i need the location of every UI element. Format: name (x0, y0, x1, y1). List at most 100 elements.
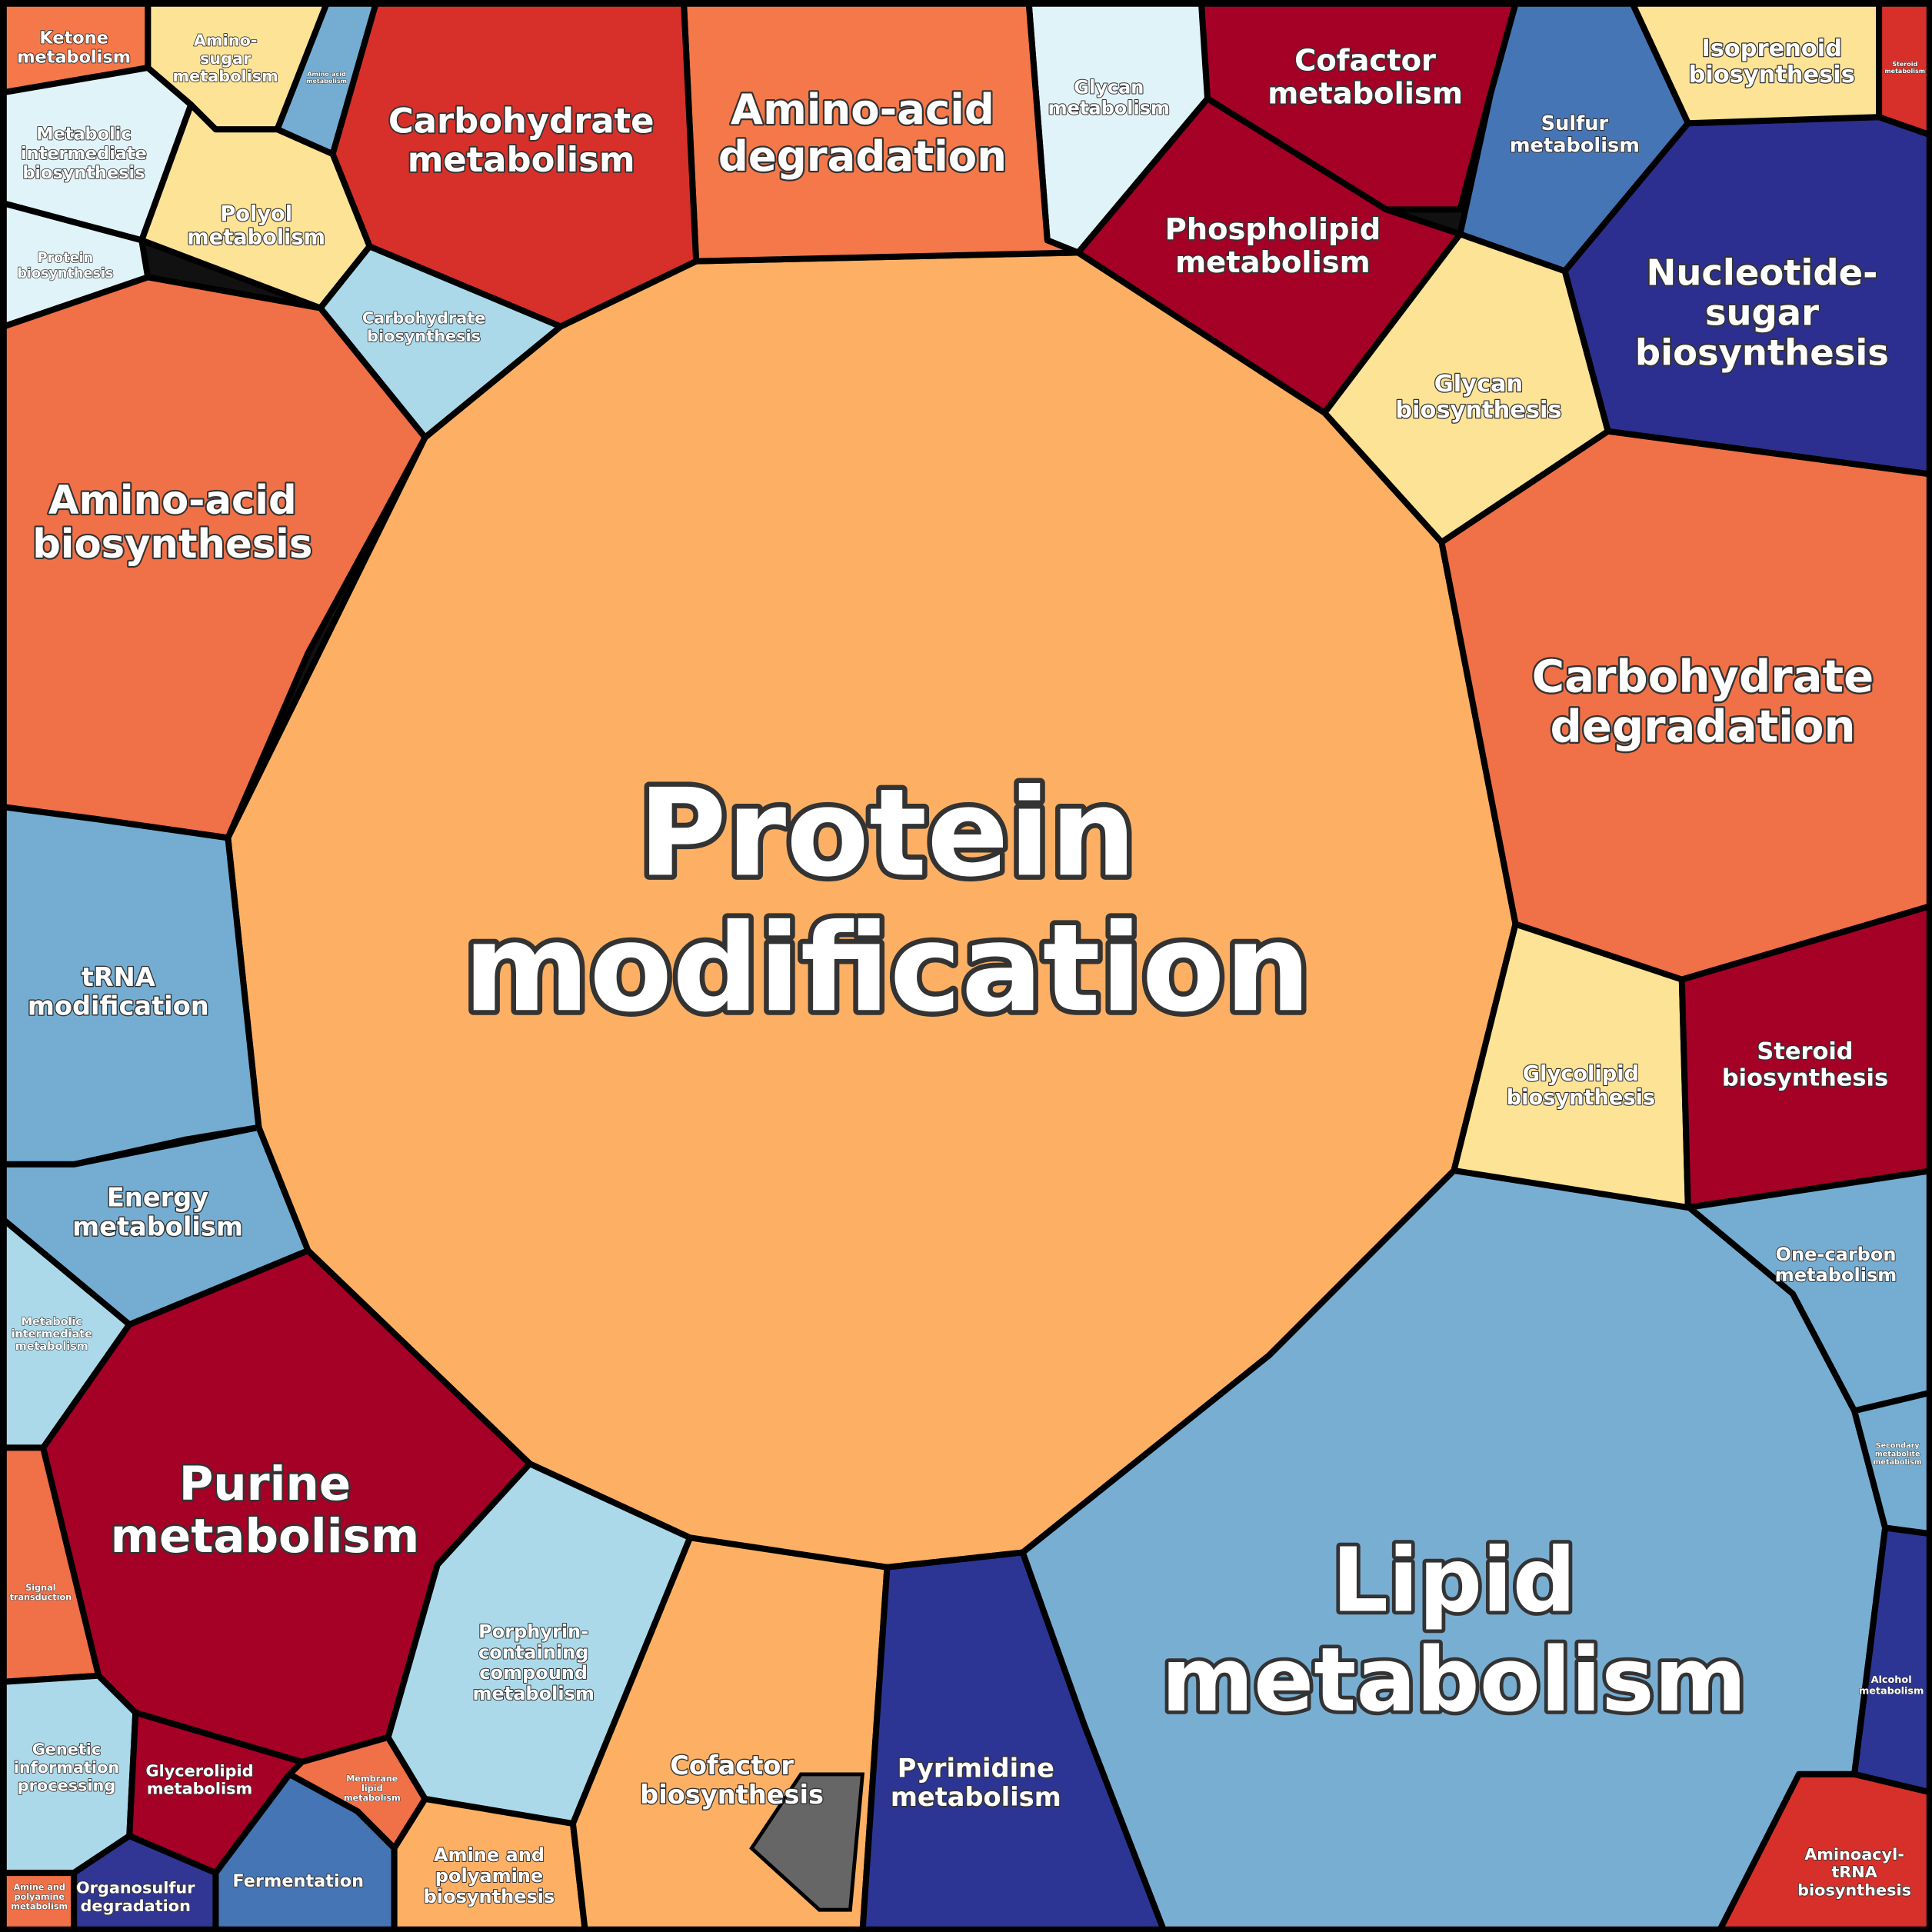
region-label: metabolism (111, 1509, 420, 1564)
region-label: sugar (200, 49, 251, 68)
region-label: metabolism (472, 1683, 594, 1704)
region-label: metabolism (306, 78, 347, 85)
region-label: biosynthesis (17, 266, 113, 281)
region-label: polyamine (15, 1892, 65, 1902)
region-label: processing (18, 1776, 116, 1794)
region-label: Genetic (32, 1740, 102, 1759)
region-label: Glycerolipid (146, 1761, 254, 1780)
region-label: modification (464, 898, 1311, 1039)
region-label: Ketone (39, 28, 108, 48)
region-label: metabolism (187, 226, 325, 250)
region-label: degradation (81, 1897, 191, 1915)
region-label: compound (479, 1662, 588, 1684)
region-label: biosynthesis (640, 1780, 824, 1810)
region-label: Amine and (434, 1844, 545, 1866)
region-label: Glycan (1074, 77, 1144, 98)
region-label: Isoprenoid (1701, 35, 1842, 62)
region-label: biosynthesis (1722, 1064, 1888, 1091)
region-label: Steroid (1757, 1038, 1853, 1065)
region-label: Cofactor (670, 1750, 794, 1780)
region (1851, 1389, 1932, 1537)
region-label: Alcohol (1871, 1674, 1912, 1686)
region-label: metabolism (1048, 98, 1170, 119)
region-label: modification (28, 991, 209, 1021)
region-label: Sulfur (1541, 112, 1609, 135)
region (1851, 1524, 1932, 1796)
region-label: biosynthesis (1689, 62, 1855, 88)
region-label: Glycolipid (1523, 1062, 1639, 1086)
region-label: metabolism (72, 1211, 243, 1241)
region-label: Organosulfur (76, 1878, 195, 1897)
region-label: Lipid (1332, 1530, 1577, 1633)
region-label: Metabolic (36, 125, 131, 145)
region-label: Carbohydrate (1532, 651, 1874, 703)
region-label: biosynthesis (1507, 1086, 1655, 1110)
region-label: metabolism (1510, 135, 1640, 158)
region-label: Energy (107, 1183, 208, 1213)
region-label: metabolism (1884, 68, 1925, 75)
region-label: Phospholipid (1165, 212, 1381, 247)
region-label: Amino-acid (48, 478, 297, 524)
region-label: metabolism (1859, 1685, 1924, 1697)
region-label: biosynthesis (424, 1886, 555, 1907)
region-label: metabolism (1175, 245, 1371, 280)
region-label: Purine (179, 1457, 351, 1511)
region-label: biosynthesis (367, 327, 481, 345)
region-label: sugar (1705, 292, 1819, 334)
region-label: Protein (38, 251, 94, 266)
region-label: Porphyrin- (478, 1621, 588, 1642)
region-label: Carbohydrate (362, 308, 485, 327)
region-label: Carbohydrate (388, 101, 655, 142)
region-label: biosynthesis (32, 521, 312, 568)
region-label: Secondary (1876, 1442, 1920, 1451)
region-label: Metabolic (22, 1316, 82, 1328)
region-label: Polyol (220, 202, 292, 226)
region-label: One-carbon (1776, 1244, 1897, 1265)
region-label: metabolism (1775, 1264, 1897, 1286)
region (1715, 1770, 1932, 1932)
region (1321, 231, 1611, 545)
region-label: metabolism (891, 1782, 1061, 1812)
region-label: degradation (718, 132, 1007, 181)
region-label: metabolism (147, 1780, 252, 1798)
region-label: polyamine (435, 1865, 543, 1887)
region-label: tRNA (82, 962, 155, 992)
region-label: biosynthesis (1395, 397, 1561, 424)
region-label: metabolite (1875, 1450, 1920, 1458)
region-label: metabolism (1267, 77, 1463, 112)
region-label: metabolism (1873, 1458, 1921, 1467)
grey-cell (749, 1772, 865, 1912)
region-label: metabolism (1161, 1629, 1747, 1732)
region-label: biosynthesis (1635, 332, 1889, 374)
region-label: metabolism (408, 139, 635, 180)
region-label: Membrane (346, 1774, 398, 1784)
region-label: Pyrimidine (898, 1753, 1054, 1783)
region-label: Signal (25, 1583, 55, 1593)
region-label: Protein (638, 763, 1136, 904)
region (138, 102, 373, 311)
region-label: intermediate (12, 1328, 93, 1341)
region (391, 1795, 588, 1932)
region-label: intermediate (21, 144, 147, 164)
region-label: Fermentation (232, 1871, 364, 1891)
region-label: information (14, 1758, 120, 1777)
region-label: biosynthesis (22, 163, 145, 183)
region-label: lipid (361, 1784, 383, 1794)
region-label: Aminoacyl- (1804, 1845, 1904, 1864)
region (1678, 902, 1932, 1211)
region-label: transduction (10, 1593, 72, 1603)
region-label: metabolism (173, 67, 278, 85)
region-label: Cofactor (1294, 43, 1436, 78)
region-label: degradation (1550, 700, 1855, 752)
region-label: Amino- (194, 32, 258, 50)
region-label: metabolism (344, 1794, 401, 1804)
region-label: Steroid (1892, 61, 1917, 68)
region-label: Amino-acid (307, 71, 346, 78)
region-label: containing (478, 1641, 588, 1663)
region (859, 1549, 1168, 1932)
region-label: Nucleotide- (1646, 252, 1877, 294)
region-label: tRNA (1831, 1863, 1877, 1881)
